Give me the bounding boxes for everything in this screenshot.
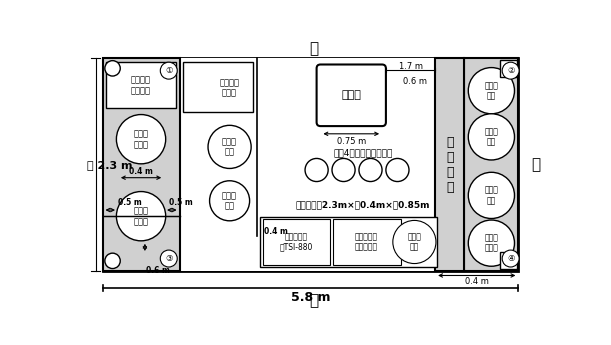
Circle shape (208, 125, 251, 168)
Circle shape (468, 220, 514, 266)
Circle shape (332, 158, 355, 181)
Text: 南: 南 (531, 157, 540, 172)
Text: 光合辐
射表: 光合辐 射表 (408, 232, 422, 252)
Bar (464, 58, 518, 271)
Text: 北 2.3 m: 北 2.3 m (87, 160, 133, 170)
Text: 东: 东 (309, 42, 318, 57)
Text: 0.6 m: 0.6 m (146, 266, 170, 275)
Circle shape (210, 181, 250, 221)
FancyBboxPatch shape (316, 65, 386, 126)
Text: 0.6 m: 0.6 m (403, 77, 427, 86)
Bar (500, 60, 517, 77)
Bar (103, 58, 180, 271)
Bar (106, 62, 176, 108)
Text: 1.7 m: 1.7 m (398, 61, 423, 70)
Circle shape (105, 253, 120, 268)
Bar (260, 217, 437, 267)
Text: 长波辐
射表: 长波辐 射表 (485, 81, 499, 100)
Text: 0.4 m: 0.4 m (264, 227, 288, 236)
Circle shape (105, 61, 120, 76)
Text: 紫外辐
射表: 紫外辐 射表 (485, 186, 499, 205)
Text: 气溶胶浓
度采样仪: 气溶胶浓 度采样仪 (131, 76, 151, 95)
Circle shape (393, 220, 436, 264)
Bar (180, 58, 435, 271)
Circle shape (117, 191, 166, 241)
Bar (103, 58, 518, 271)
Bar (435, 58, 464, 271)
Text: ②: ② (507, 66, 514, 75)
Text: ①: ① (165, 66, 172, 75)
Bar (183, 62, 253, 112)
Text: 0.75 m: 0.75 m (337, 137, 366, 146)
Text: 0.5 m: 0.5 m (118, 198, 141, 207)
Text: 多滤波旋转
遮光辐射仪: 多滤波旋转 遮光辐射仪 (355, 232, 378, 252)
Text: 辐
射
平
台: 辐 射 平 台 (446, 136, 453, 194)
Text: 0.4 m: 0.4 m (465, 277, 489, 286)
Circle shape (386, 158, 409, 181)
Text: 西: 西 (309, 293, 318, 308)
Bar (263, 219, 331, 265)
Text: ③: ③ (165, 254, 172, 263)
Circle shape (160, 250, 177, 267)
Text: 短波辐
射表: 短波辐 射表 (485, 127, 499, 147)
Circle shape (359, 158, 382, 181)
Circle shape (468, 68, 514, 114)
Text: 0.5 m: 0.5 m (169, 198, 193, 207)
Text: 太阳光
度计: 太阳光 度计 (222, 137, 237, 157)
Text: 预留4个气溶胶采样出口: 预留4个气溶胶采样出口 (333, 149, 392, 158)
Text: ④: ④ (507, 254, 514, 263)
Text: 双轴太阳
跟踪器: 双轴太阳 跟踪器 (219, 78, 240, 97)
Text: 天窗门: 天窗门 (342, 90, 361, 100)
Text: 0.4 m: 0.4 m (129, 167, 153, 176)
Circle shape (502, 62, 519, 79)
Circle shape (117, 115, 166, 164)
Circle shape (305, 158, 328, 181)
Text: 激光雷
达天窗: 激光雷 达天窗 (134, 207, 148, 226)
Text: 天空辐
射计: 天空辐 射计 (222, 191, 237, 210)
Text: 辐射架子长2.3m×宽0.4m×高0.85m: 辐射架子长2.3m×宽0.4m×高0.85m (296, 200, 430, 209)
Circle shape (160, 62, 177, 79)
Circle shape (468, 172, 514, 218)
Text: 全天空成像
仪TSI-880: 全天空成像 仪TSI-880 (280, 232, 313, 252)
Text: 5.8 m: 5.8 m (291, 290, 330, 304)
Circle shape (502, 250, 519, 267)
Circle shape (468, 114, 514, 160)
Text: 黑白总
辐射表: 黑白总 辐射表 (485, 234, 499, 253)
Text: 安德森
采样器: 安德森 采样器 (134, 129, 148, 149)
Bar (500, 253, 517, 269)
Bar (333, 219, 401, 265)
